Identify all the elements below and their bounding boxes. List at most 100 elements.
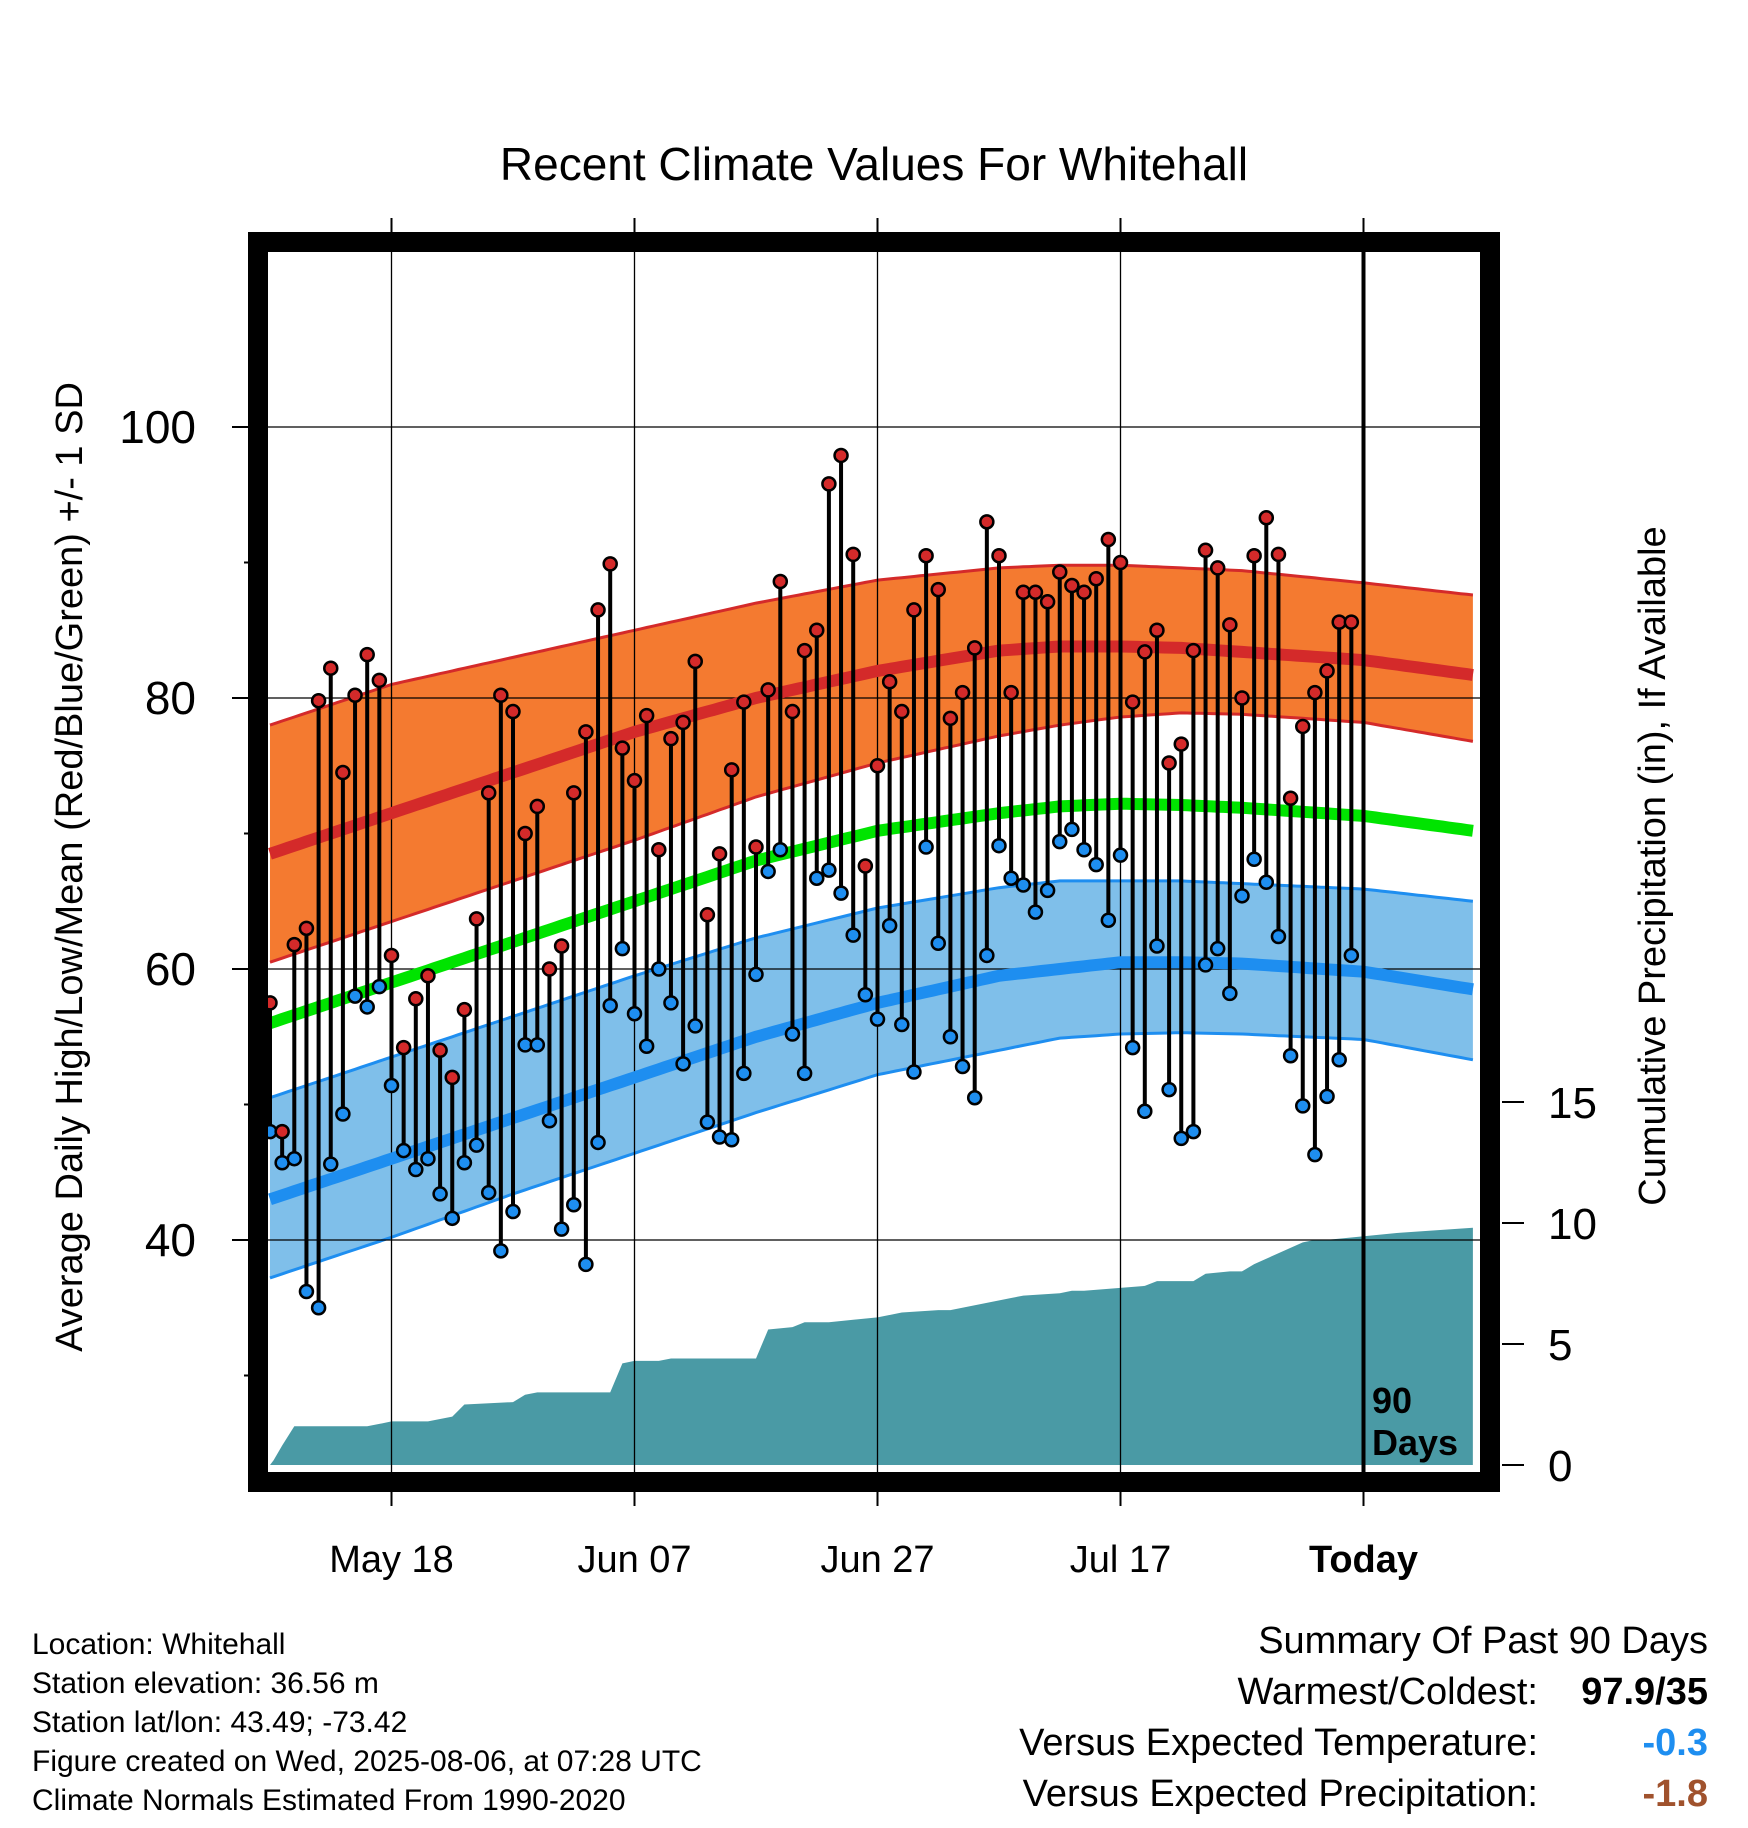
daily-high-point bbox=[833, 447, 849, 464]
daily-high-point bbox=[638, 707, 655, 724]
daily-high-point bbox=[918, 547, 934, 564]
daily-low-point bbox=[1003, 870, 1019, 886]
daily-high-point bbox=[1307, 684, 1323, 701]
daily-low-point bbox=[894, 1016, 910, 1033]
daily-low-point bbox=[456, 1155, 473, 1171]
daily-low-point bbox=[809, 870, 825, 886]
daily-high-point bbox=[1003, 684, 1019, 701]
daily-high-point bbox=[796, 642, 813, 659]
daily-low-point bbox=[857, 986, 874, 1003]
daily-low-point bbox=[310, 1300, 327, 1316]
daily-low-point bbox=[1100, 912, 1117, 928]
daily-low-point bbox=[408, 1161, 424, 1178]
station-info: Location: Whitehall Station elevation: 3… bbox=[32, 1625, 702, 1820]
x-tick-label: May 18 bbox=[329, 1539, 454, 1581]
daily-low-point bbox=[942, 1029, 959, 1045]
precip-departure-row: Versus Expected Precipitation: -1.8 bbox=[808, 1773, 1708, 1824]
x-tick-label: Today bbox=[1309, 1539, 1418, 1581]
daily-low-point bbox=[1088, 856, 1104, 873]
daily-high-point bbox=[651, 842, 667, 858]
daily-low-point bbox=[468, 1137, 485, 1153]
daily-high-point bbox=[1343, 614, 1360, 630]
daily-low-point bbox=[1027, 904, 1044, 920]
daily-high-point bbox=[1246, 547, 1262, 564]
daily-low-point bbox=[566, 1197, 582, 1213]
daily-low-point bbox=[675, 1056, 691, 1072]
daily-low-point bbox=[638, 1038, 655, 1054]
daily-low-point bbox=[1124, 1039, 1141, 1056]
days-count-label: 90 bbox=[1372, 1380, 1412, 1421]
daily-high-point bbox=[480, 785, 497, 801]
daily-low-point bbox=[1319, 1088, 1335, 1105]
y-tick-label: 80 bbox=[145, 672, 196, 724]
daily-high-point bbox=[857, 858, 874, 874]
y2-tick-label: 5 bbox=[1548, 1321, 1572, 1370]
daily-high-point bbox=[420, 968, 436, 984]
daily-high-point bbox=[809, 622, 825, 638]
y2-tick-label: 15 bbox=[1548, 1079, 1597, 1128]
daily-low-point bbox=[359, 999, 375, 1015]
daily-low-point bbox=[444, 1210, 460, 1227]
daily-high-point bbox=[784, 703, 801, 720]
daily-low-point bbox=[966, 1089, 983, 1106]
daily-high-point bbox=[1222, 617, 1238, 633]
daily-high-point bbox=[1319, 663, 1335, 679]
daily-low-point bbox=[480, 1184, 497, 1201]
daily-high-point bbox=[760, 682, 776, 698]
y-tick-label: 100 bbox=[119, 401, 196, 453]
daily-low-point bbox=[1222, 985, 1238, 1002]
daily-high-point bbox=[1149, 622, 1165, 638]
daily-low-point bbox=[323, 1156, 339, 1172]
y-tick-label: 60 bbox=[145, 943, 196, 995]
daily-low-point bbox=[335, 1106, 351, 1122]
daily-high-point bbox=[1052, 564, 1068, 580]
daily-high-point bbox=[626, 772, 643, 789]
daily-low-point bbox=[821, 862, 837, 878]
low-sd-band bbox=[270, 880, 1473, 1278]
low-lower-edge bbox=[269, 1031, 1474, 1280]
daily-low-point bbox=[298, 1283, 315, 1300]
daily-low-point bbox=[1112, 847, 1129, 863]
daily-low-point bbox=[505, 1203, 521, 1220]
temp-departure-row: Versus Expected Temperature: -0.3 bbox=[808, 1722, 1708, 1773]
daily-high-point bbox=[979, 514, 995, 530]
warmest-coldest-row: Warmest/Coldest: 97.9/35 bbox=[808, 1671, 1708, 1722]
daily-low-point bbox=[1052, 833, 1068, 850]
daily-low-point bbox=[748, 966, 764, 983]
daily-low-point bbox=[1270, 928, 1287, 945]
daily-low-point bbox=[1234, 888, 1250, 904]
daily-high-point bbox=[942, 710, 959, 727]
precipitation-area bbox=[270, 1227, 1473, 1465]
daily-low-point bbox=[1149, 938, 1165, 954]
daily-high-point bbox=[493, 687, 509, 704]
summary-title-row: Summary Of Past 90 Days bbox=[808, 1620, 1708, 1671]
daily-high-point bbox=[432, 1042, 448, 1059]
daily-low-point bbox=[347, 988, 363, 1004]
daily-low-point bbox=[723, 1131, 740, 1148]
daily-low-point bbox=[687, 1018, 703, 1034]
daily-high-point bbox=[335, 764, 351, 781]
daily-low-point bbox=[1064, 821, 1080, 838]
x-tick-label: Jul 17 bbox=[1070, 1539, 1171, 1581]
y-tick-label: 40 bbox=[145, 1214, 196, 1266]
daily-high-point bbox=[954, 684, 971, 701]
daily-high-point bbox=[1185, 642, 1202, 659]
daily-low-point bbox=[760, 863, 776, 880]
daily-high-point bbox=[1295, 718, 1311, 735]
daily-high-point bbox=[359, 646, 375, 663]
daily-low-point bbox=[663, 995, 679, 1011]
high-upper-edge bbox=[269, 563, 1474, 727]
daily-high-point bbox=[383, 947, 400, 964]
daily-high-point bbox=[1124, 694, 1141, 710]
daily-low-point bbox=[590, 1134, 606, 1151]
daily-low-point bbox=[796, 1065, 813, 1082]
daily-low-point bbox=[930, 935, 946, 952]
daily-low-point bbox=[602, 997, 618, 1014]
daily-high-point bbox=[505, 703, 521, 720]
normal-high-line bbox=[268, 640, 1474, 860]
daily-high-point bbox=[1137, 644, 1153, 660]
daily-low-point bbox=[1185, 1123, 1202, 1140]
elevation-text: Station elevation: 36.56 m bbox=[32, 1667, 379, 1700]
created-text: Figure created on Wed, 2025-08-06, at 07… bbox=[32, 1745, 702, 1778]
y2-tick-label: 10 bbox=[1548, 1200, 1597, 1249]
